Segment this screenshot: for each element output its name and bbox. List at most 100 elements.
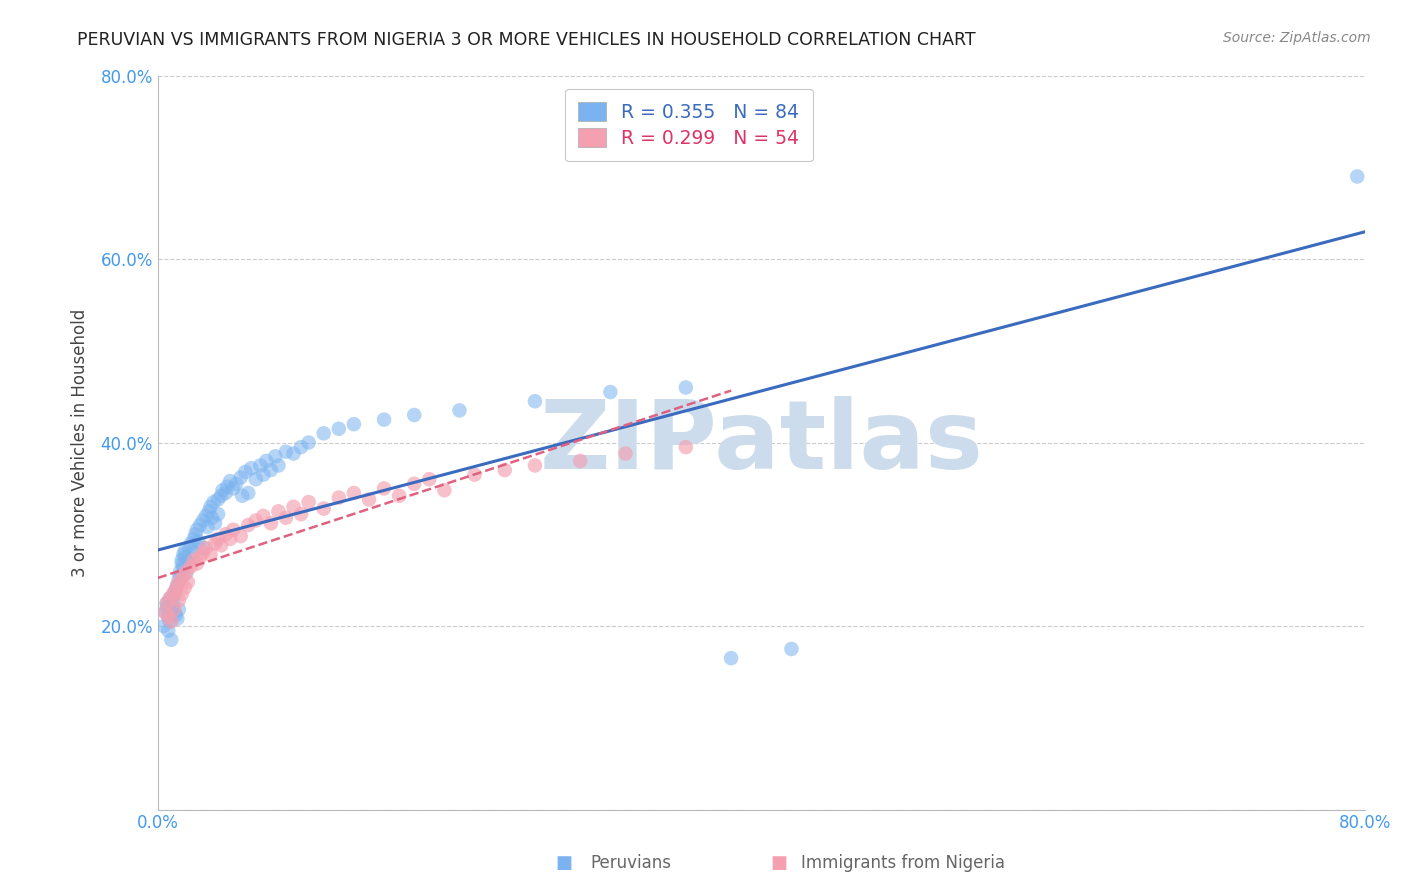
Point [283, 500, 305, 514]
Point [297, 435, 319, 450]
Point [176, 566, 198, 580]
Point [195, 541, 218, 555]
Point [260, 463, 283, 477]
Point [162, 587, 184, 601]
Point [179, 541, 201, 555]
Point [290, 440, 312, 454]
Point [160, 602, 183, 616]
Point [464, 467, 486, 482]
Point [166, 578, 188, 592]
Point [264, 450, 287, 464]
Point [209, 489, 232, 503]
Point [229, 529, 252, 543]
Point [229, 470, 252, 484]
Point [165, 607, 187, 622]
Point [191, 546, 214, 560]
Point [204, 536, 226, 550]
Point [267, 504, 290, 518]
Point [297, 495, 319, 509]
Point [157, 624, 180, 638]
Point [156, 600, 179, 615]
Text: Peruvians: Peruvians [591, 855, 672, 872]
Point [170, 553, 193, 567]
Point [204, 516, 226, 531]
Point [245, 514, 267, 528]
Point [183, 553, 205, 567]
Point [219, 532, 242, 546]
Y-axis label: 3 or more Vehicles in Household: 3 or more Vehicles in Household [72, 309, 89, 576]
Point [274, 510, 297, 524]
Point [180, 536, 202, 550]
Point [283, 446, 305, 460]
Point [152, 619, 174, 633]
Point [187, 534, 209, 549]
Point [211, 483, 233, 498]
Point [343, 417, 366, 432]
Point [207, 507, 229, 521]
Point [274, 444, 297, 458]
Point [167, 571, 190, 585]
Point [200, 500, 222, 514]
Point [167, 602, 190, 616]
Point [159, 615, 181, 629]
Point [404, 408, 426, 422]
Point [254, 454, 277, 468]
Point [240, 461, 263, 475]
Point [165, 582, 187, 597]
Point [238, 486, 260, 500]
Point [173, 543, 195, 558]
Point [494, 463, 516, 477]
Point [214, 486, 236, 500]
Point [162, 593, 184, 607]
Point [233, 465, 256, 479]
Point [183, 532, 205, 546]
Point [1346, 169, 1368, 184]
Point [312, 501, 335, 516]
Point [207, 532, 229, 546]
Point [155, 605, 177, 619]
Point [163, 587, 186, 601]
Point [388, 489, 411, 503]
Point [172, 559, 194, 574]
Point [675, 380, 697, 394]
Text: PERUVIAN VS IMMIGRANTS FROM NIGERIA 3 OR MORE VEHICLES IN HOUSEHOLD CORRELATION : PERUVIAN VS IMMIGRANTS FROM NIGERIA 3 OR… [77, 31, 976, 49]
Point [195, 508, 218, 523]
Point [156, 596, 179, 610]
Point [176, 564, 198, 578]
Point [163, 602, 186, 616]
Point [200, 548, 222, 562]
Point [328, 422, 350, 436]
Point [267, 458, 290, 473]
Point [249, 458, 271, 473]
Point [343, 486, 366, 500]
Point [357, 492, 380, 507]
Point [177, 574, 200, 589]
Point [177, 555, 200, 569]
Point [312, 426, 335, 441]
Point [170, 557, 193, 571]
Point [170, 587, 193, 601]
Point [191, 514, 214, 528]
Point [169, 568, 191, 582]
Point [155, 605, 177, 619]
Point [156, 596, 179, 610]
Text: Source: ZipAtlas.com: Source: ZipAtlas.com [1223, 31, 1371, 45]
Point [173, 550, 195, 565]
Point [214, 527, 236, 541]
Point [173, 581, 195, 595]
Point [191, 541, 214, 555]
Point [188, 550, 211, 565]
Point [780, 642, 803, 657]
Point [160, 615, 183, 629]
Point [202, 495, 225, 509]
Text: Immigrants from Nigeria: Immigrants from Nigeria [801, 855, 1005, 872]
Text: ZIPatlas: ZIPatlas [540, 396, 983, 489]
Point [188, 518, 211, 533]
Point [160, 632, 183, 647]
Text: ■: ■ [770, 855, 787, 872]
Point [197, 520, 219, 534]
Point [209, 538, 232, 552]
Text: ■: ■ [555, 855, 572, 872]
Point [373, 412, 395, 426]
Point [172, 548, 194, 562]
